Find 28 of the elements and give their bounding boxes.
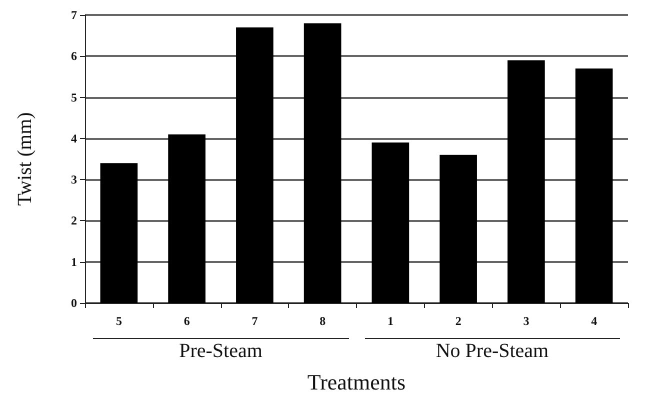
bar: [100, 163, 138, 303]
y-tick-label: 3: [71, 172, 77, 187]
bar: [440, 154, 477, 303]
x-tick-label: 4: [591, 314, 598, 328]
x-tick-label: 6: [184, 314, 190, 328]
bar: [372, 142, 410, 303]
text: Pre-Steam: [178, 340, 264, 363]
x-tick-label: 1: [387, 314, 394, 328]
bar: [575, 68, 613, 303]
x-tick-label: 2: [455, 314, 462, 328]
bar: [304, 23, 342, 303]
x-tick-label: 3: [523, 314, 530, 328]
text: No Pre-Steam: [434, 340, 550, 363]
y-tick-label: 6: [71, 49, 77, 64]
x-axis-title: Treatments: [307, 370, 406, 394]
y-tick-label: 2: [71, 214, 77, 228]
bar: [508, 60, 545, 303]
x-tick-label: 8: [320, 314, 326, 328]
y-tick-label: 0: [71, 296, 77, 310]
x-tick-label: 7: [252, 314, 258, 328]
y-tick-label: 1: [71, 254, 77, 269]
y-tick-label: 7: [71, 8, 77, 22]
bar: [236, 27, 274, 303]
y-tick-label: 4: [71, 131, 77, 146]
y-tick-label: 5: [71, 90, 77, 104]
bar: [168, 134, 206, 303]
x-tick-label: 5: [116, 314, 122, 328]
y-axis-title: Twist (mm): [14, 112, 36, 206]
